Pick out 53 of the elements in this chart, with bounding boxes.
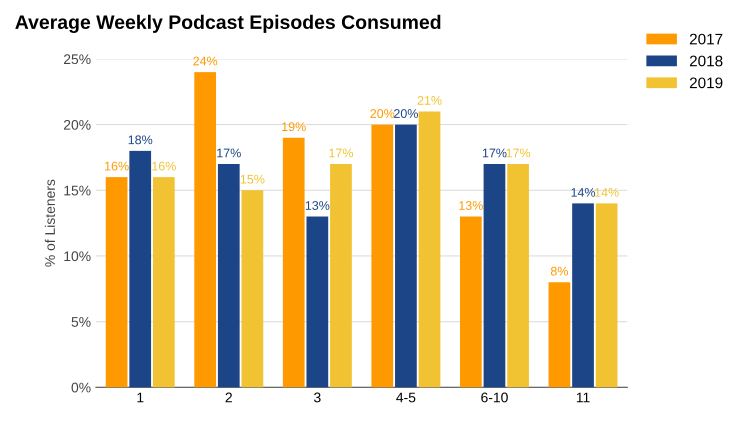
y-tick-label: 15%	[64, 186, 91, 196]
bar	[218, 164, 240, 388]
legend-label: 2017	[690, 34, 722, 45]
y-tick-label: 10%	[64, 251, 91, 262]
bar	[484, 164, 506, 388]
data-label: 17%	[482, 148, 507, 158]
y-tick-label: 25%	[64, 54, 91, 64]
bar	[306, 216, 328, 388]
data-label: 16%	[152, 162, 176, 171]
bar	[371, 124, 394, 388]
data-label: 13%	[306, 201, 330, 210]
bar	[330, 164, 352, 388]
x-tick-label: 3	[314, 392, 321, 402]
y-tick-label: 0%	[72, 382, 91, 392]
x-tick-label: 6-10	[481, 392, 508, 402]
data-label: 21%	[418, 96, 442, 105]
data-label: 15%	[240, 174, 264, 184]
bar	[507, 164, 529, 388]
data-label: 17%	[217, 148, 241, 158]
x-tick-label: 4-5	[396, 392, 416, 402]
legend-label: 2018	[690, 56, 722, 66]
y-axis-title: % of Listeners	[44, 180, 55, 267]
data-label: 14%	[571, 188, 596, 197]
bar	[418, 111, 440, 388]
data-label: 20%	[394, 109, 418, 118]
data-label: 19%	[282, 122, 306, 132]
data-label: 16%	[105, 162, 129, 171]
chart-title: Average Weekly Podcast Episodes Consumed	[15, 14, 440, 33]
data-label: 24%	[193, 56, 218, 66]
bar	[395, 124, 417, 388]
data-label: 17%	[329, 148, 354, 158]
bar	[194, 72, 216, 388]
y-tick-label: 20%	[64, 120, 91, 130]
data-label: 17%	[506, 148, 530, 158]
legend-label: 2019	[690, 77, 722, 88]
bar	[129, 150, 152, 388]
bar	[106, 177, 128, 388]
bar	[460, 216, 482, 388]
x-tick-label: 1	[137, 392, 144, 402]
data-label: 18%	[128, 135, 152, 144]
data-label: 13%	[459, 201, 483, 210]
x-tick-label: 11	[576, 392, 590, 402]
bar	[152, 177, 175, 388]
bar	[242, 190, 264, 388]
data-label: 14%	[595, 188, 619, 197]
bar	[596, 203, 618, 388]
bar	[548, 282, 570, 388]
y-tick-label: 5%	[72, 317, 91, 327]
data-label: 8%	[550, 266, 568, 276]
bar	[572, 203, 594, 388]
x-tick-label: 2	[226, 392, 232, 402]
data-label: 20%	[370, 109, 394, 118]
bar	[282, 138, 305, 388]
